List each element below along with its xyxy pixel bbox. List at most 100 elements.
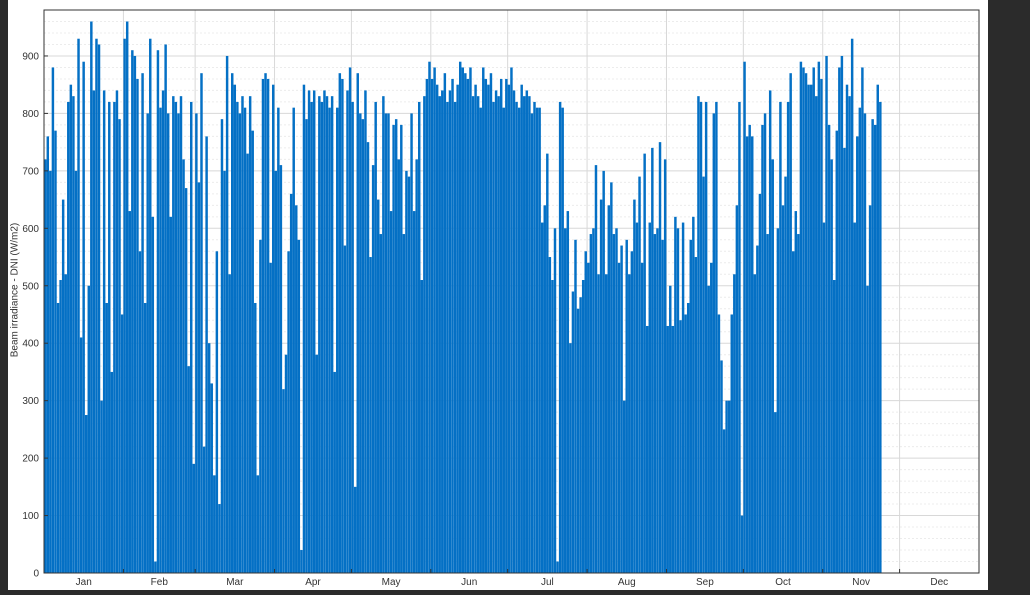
bar bbox=[192, 463, 196, 573]
bar bbox=[125, 21, 129, 574]
bar bbox=[341, 78, 344, 573]
bar bbox=[686, 302, 690, 573]
bar bbox=[64, 274, 67, 573]
bar bbox=[476, 96, 480, 574]
bar bbox=[343, 245, 347, 574]
bar bbox=[579, 297, 582, 573]
bar bbox=[136, 78, 139, 573]
bar bbox=[525, 90, 529, 574]
bar bbox=[100, 400, 103, 573]
bar bbox=[630, 251, 634, 574]
bar bbox=[605, 274, 608, 573]
bar bbox=[517, 107, 521, 573]
bar bbox=[653, 234, 657, 574]
bar bbox=[845, 84, 849, 574]
bar bbox=[128, 211, 131, 573]
bar bbox=[840, 55, 844, 573]
bar bbox=[535, 107, 539, 573]
bar bbox=[866, 285, 869, 573]
bar bbox=[832, 280, 836, 573]
bar bbox=[323, 90, 326, 574]
bar bbox=[689, 239, 692, 574]
bar bbox=[533, 101, 536, 574]
bar bbox=[207, 343, 211, 573]
bar bbox=[166, 113, 170, 573]
bar bbox=[330, 96, 334, 574]
bar bbox=[487, 84, 490, 574]
bar bbox=[843, 147, 846, 573]
bar bbox=[77, 38, 80, 574]
bar bbox=[79, 337, 83, 573]
bar bbox=[149, 38, 152, 574]
bar bbox=[164, 44, 167, 574]
bar bbox=[307, 90, 311, 574]
bar bbox=[433, 67, 436, 573]
bar bbox=[684, 314, 687, 573]
bar bbox=[210, 383, 213, 573]
bar bbox=[49, 170, 52, 574]
bar bbox=[597, 274, 600, 573]
bar bbox=[599, 199, 603, 573]
bar bbox=[282, 389, 285, 573]
bar bbox=[315, 354, 318, 573]
bar bbox=[784, 176, 787, 573]
bar bbox=[74, 170, 78, 574]
bar bbox=[351, 101, 354, 574]
bar bbox=[779, 101, 782, 574]
bar bbox=[420, 280, 424, 573]
bar bbox=[858, 107, 862, 573]
bar bbox=[622, 400, 626, 573]
bar bbox=[543, 205, 546, 573]
bar bbox=[827, 124, 831, 574]
bar bbox=[825, 55, 828, 573]
bar bbox=[569, 343, 572, 573]
bar bbox=[146, 113, 149, 573]
x-tick-label: Oct bbox=[775, 577, 791, 588]
bar bbox=[702, 176, 705, 573]
bar bbox=[438, 96, 441, 574]
bar bbox=[548, 257, 552, 573]
bar bbox=[807, 84, 810, 574]
bar bbox=[154, 561, 157, 573]
bar bbox=[251, 130, 254, 573]
bar bbox=[90, 21, 93, 574]
bar bbox=[645, 325, 649, 573]
bar bbox=[594, 165, 598, 574]
bar bbox=[364, 90, 367, 574]
bar bbox=[497, 96, 500, 574]
bar bbox=[771, 159, 774, 573]
bar bbox=[312, 90, 316, 574]
bar bbox=[361, 119, 365, 574]
bar bbox=[254, 302, 257, 573]
bar bbox=[377, 199, 380, 573]
bar bbox=[220, 119, 224, 574]
bar bbox=[59, 280, 62, 573]
bar bbox=[556, 561, 559, 573]
bar bbox=[287, 251, 290, 574]
bar bbox=[809, 84, 813, 574]
bar bbox=[812, 67, 815, 573]
bar bbox=[512, 90, 516, 574]
bar bbox=[435, 84, 439, 574]
bar bbox=[325, 96, 329, 574]
bar bbox=[261, 78, 265, 573]
bar bbox=[271, 84, 275, 574]
bar bbox=[710, 262, 713, 573]
bar bbox=[786, 101, 790, 574]
bar bbox=[238, 113, 242, 573]
bar bbox=[264, 73, 267, 573]
x-tick-label: Sep bbox=[696, 577, 714, 588]
bar bbox=[318, 96, 321, 574]
bar bbox=[366, 142, 370, 573]
bar bbox=[277, 107, 280, 573]
bar bbox=[576, 308, 580, 573]
bar bbox=[868, 205, 872, 573]
bar bbox=[371, 165, 375, 574]
bar bbox=[876, 84, 879, 574]
bar bbox=[407, 176, 411, 573]
bar bbox=[761, 124, 764, 574]
bar bbox=[169, 216, 172, 573]
bar bbox=[679, 320, 682, 573]
y-tick-label: 400 bbox=[22, 339, 39, 350]
